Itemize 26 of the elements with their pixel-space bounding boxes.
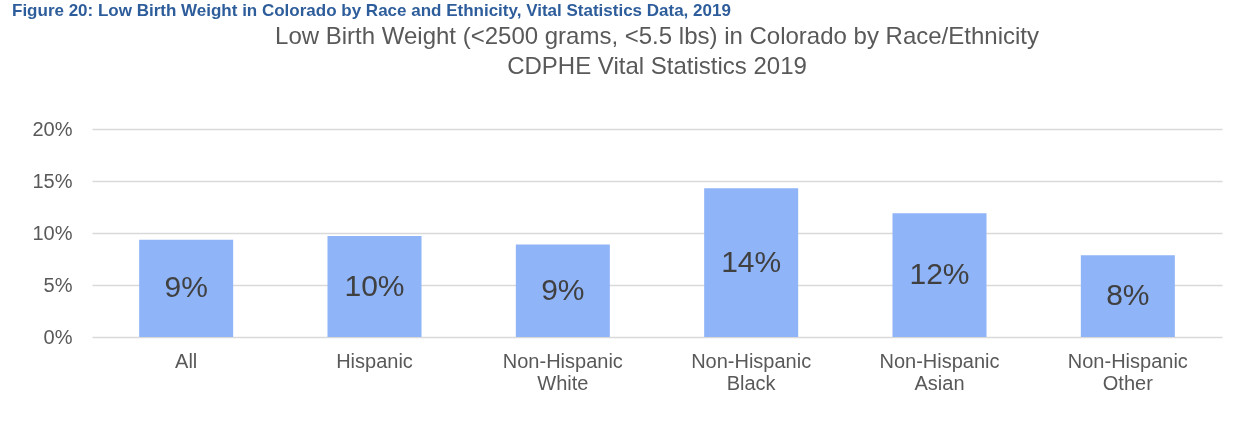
bar xyxy=(139,239,234,337)
bar xyxy=(1080,255,1175,337)
x-tick-label: Hispanic xyxy=(336,349,413,372)
bar xyxy=(704,188,799,337)
bar xyxy=(327,236,422,337)
x-tick-label: All xyxy=(175,349,198,372)
caption: Figure 20: Low Birth Weight in Colorado by Race and Ethnicity, Vital Statistics Data, 2019 xyxy=(12,1,731,20)
x-tick-label: Non-Hispanic Asian xyxy=(879,349,1000,394)
y-tick-label: 10% xyxy=(32,221,73,244)
bar xyxy=(892,213,987,337)
chart-subtitle: CDPHE Vital Statistics 2019 xyxy=(507,52,807,79)
chart-title: Low Birth Weight (<2500 grams, <5.5 lbs) in Colorado by Race/Ethnicity xyxy=(275,22,1039,49)
x-tick-label: Non-Hispanic White xyxy=(502,349,623,394)
y-tick-label: 15% xyxy=(32,169,73,192)
data-label: 12% xyxy=(909,257,970,291)
y-tick-label: 5% xyxy=(43,273,73,296)
x-tick-label: Non-Hispanic Other xyxy=(1067,349,1188,394)
x-tick-label: Non-Hispanic Black xyxy=(691,349,812,394)
data-label: 8% xyxy=(1106,278,1150,312)
data-label: 9% xyxy=(164,270,208,304)
data-label: 10% xyxy=(344,268,405,302)
y-tick-label: 0% xyxy=(43,325,73,348)
bar xyxy=(515,244,610,337)
data-label: 14% xyxy=(721,244,782,278)
data-label: 9% xyxy=(541,272,585,306)
y-tick-label: 20% xyxy=(32,117,73,140)
